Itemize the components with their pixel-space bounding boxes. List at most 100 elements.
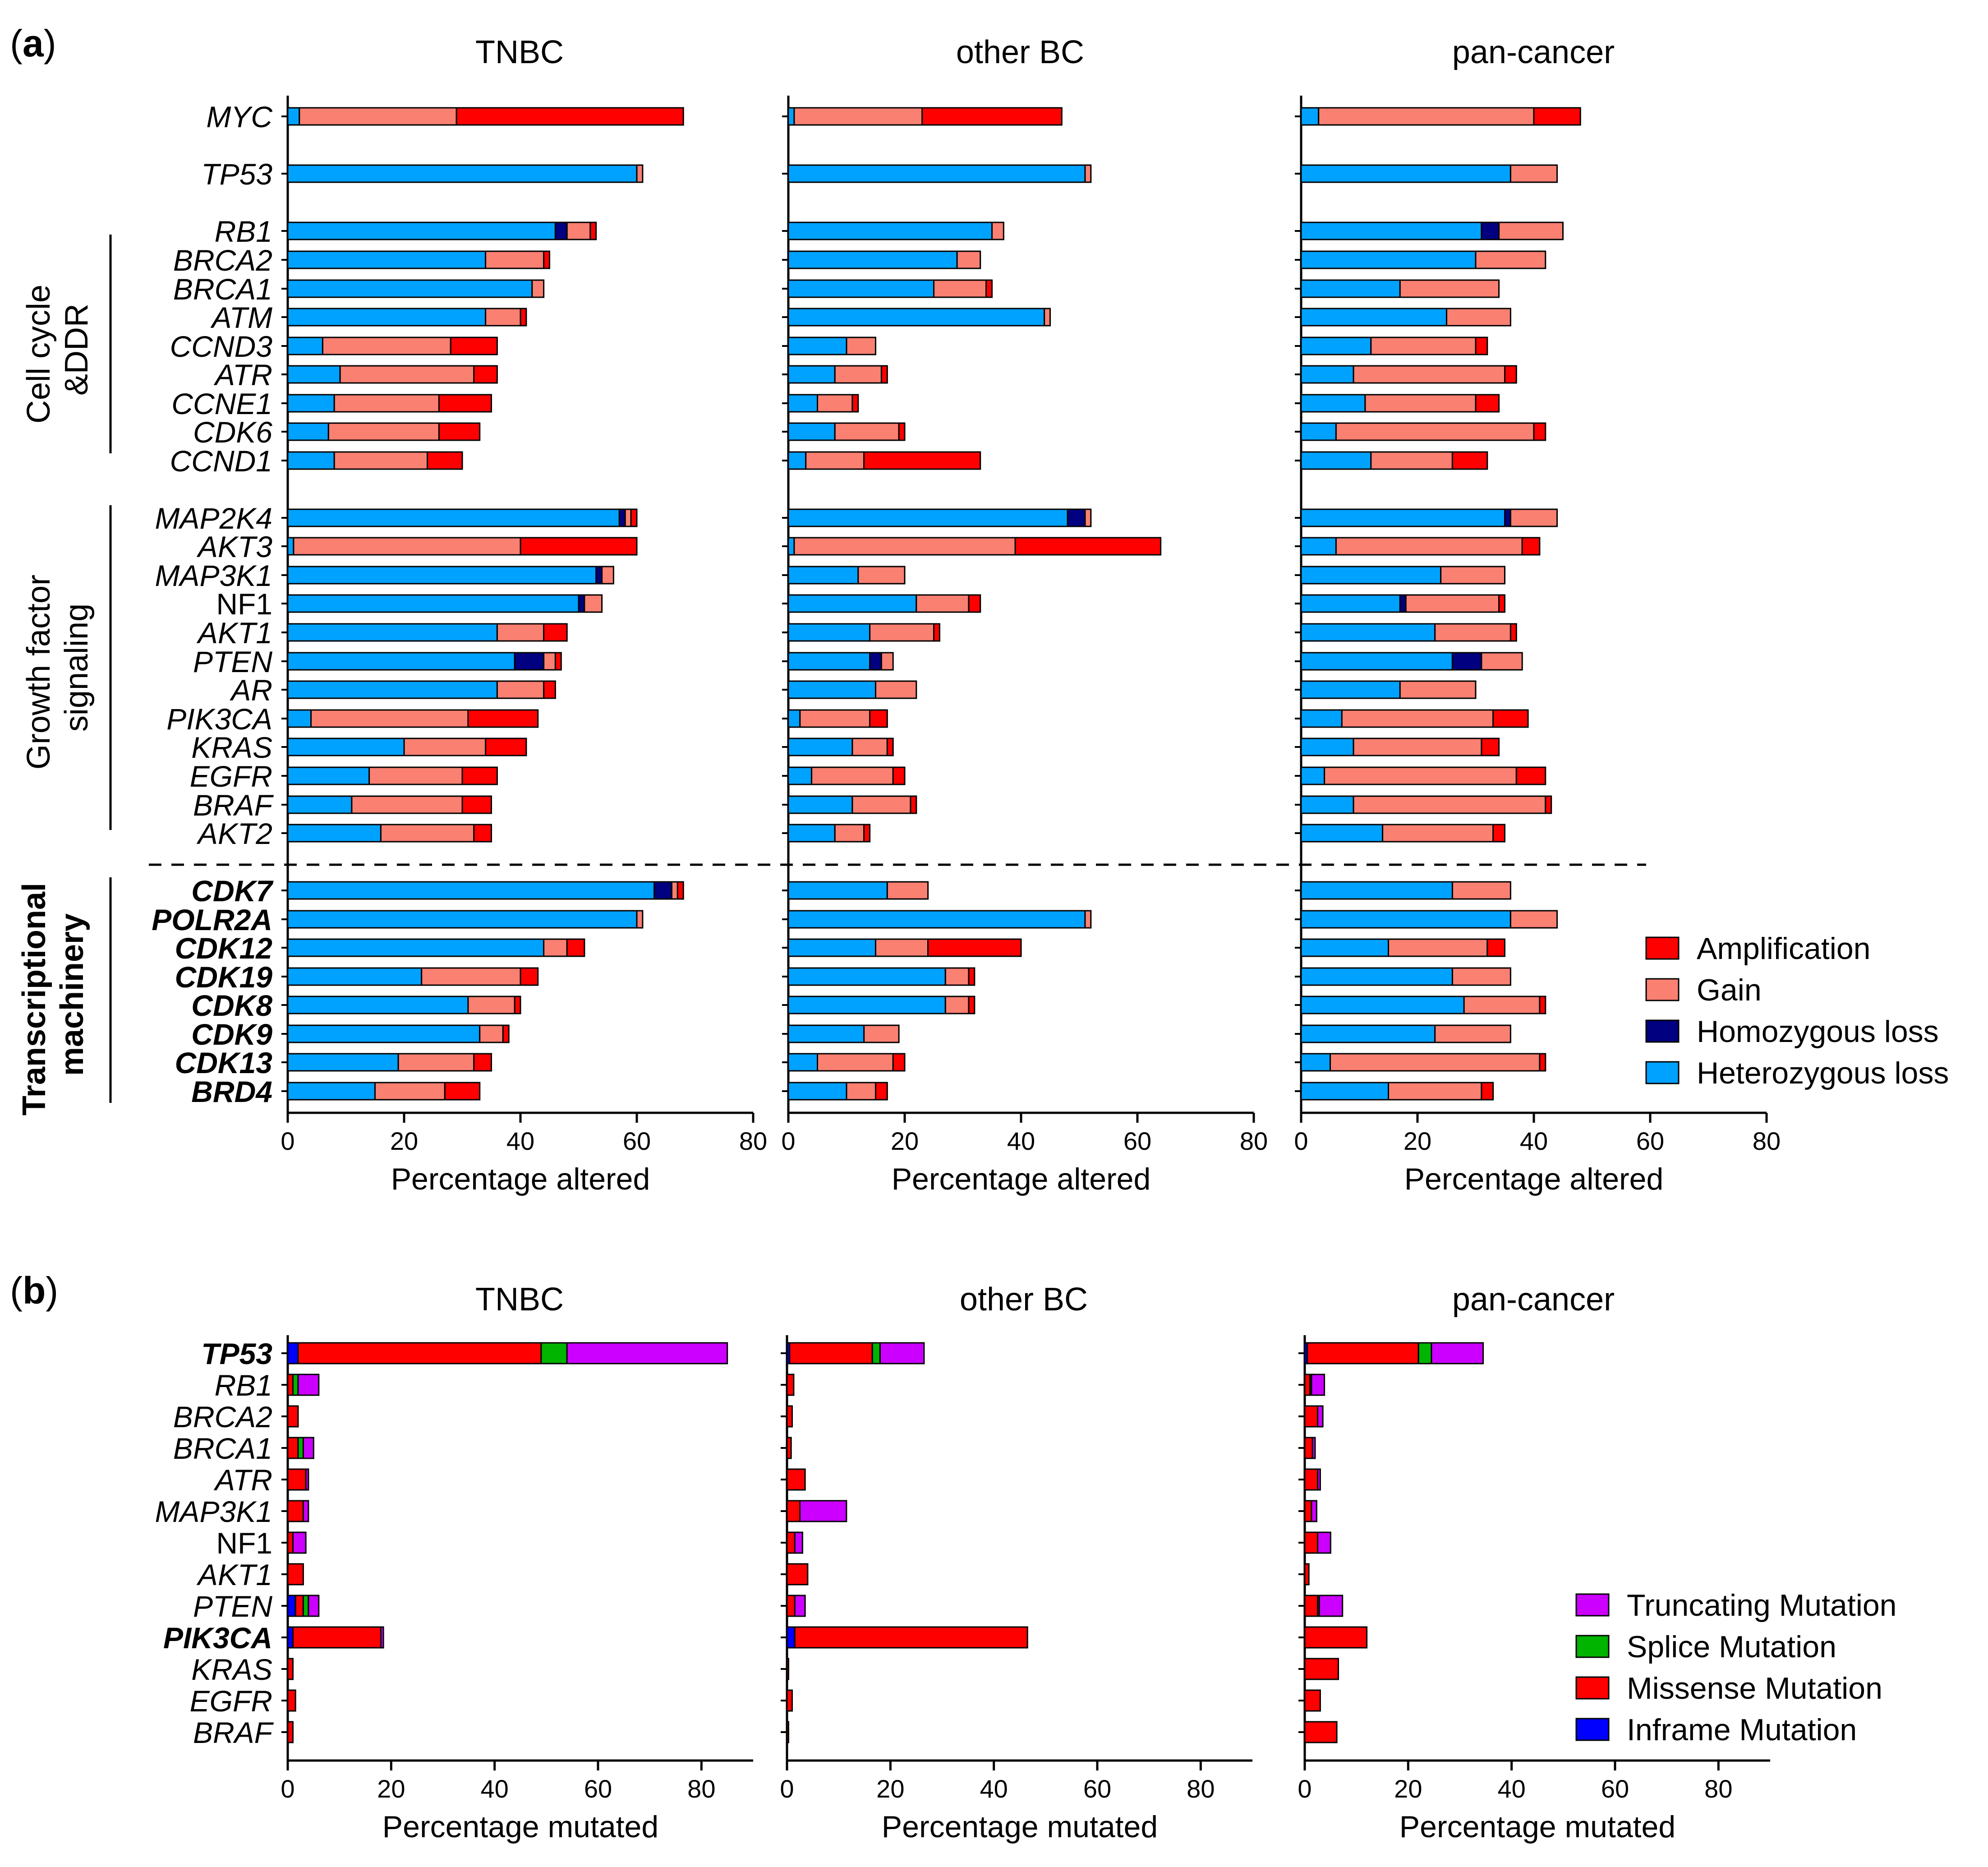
- bar-segment-missense: [786, 1374, 795, 1396]
- bar-segment-amplification: [473, 824, 492, 843]
- bar-ccne1: [1300, 394, 1500, 413]
- bar-segment-splice: [540, 1342, 568, 1365]
- bar-segment-gain: [834, 422, 900, 441]
- gene-label-brca2: BRCA2: [173, 1400, 272, 1434]
- bar-akt2: [1300, 824, 1505, 843]
- bar-segment-gain: [944, 996, 970, 1014]
- bar-atr: [787, 365, 888, 384]
- bar-atm: [1300, 308, 1511, 327]
- legend-label: Homozygous loss: [1697, 1014, 1939, 1049]
- bar-segment-gain: [1434, 1024, 1511, 1043]
- bar-ccnd3: [1300, 337, 1488, 355]
- x-tick-label: 80: [1240, 1127, 1268, 1155]
- bar-segment-heterozygous-loss: [287, 308, 487, 327]
- gene-label-pik3ca: PIK3CA: [166, 702, 272, 736]
- bar-segment-gain: [1370, 451, 1453, 470]
- bar-segment-amplification: [502, 1024, 510, 1043]
- x-tick-label: 40: [506, 1127, 534, 1155]
- bar-segment-amplification: [968, 967, 976, 986]
- legend-swatch: [1645, 1019, 1680, 1043]
- bar-segment-gain: [327, 422, 440, 441]
- gene-label-akt2: AKT2: [196, 817, 272, 850]
- gene-label-akt3: AKT3: [196, 530, 272, 563]
- bar-segment-gain: [1330, 1053, 1541, 1072]
- bar-akt1: [287, 1563, 304, 1586]
- gene-label-polr2a: POLR2A: [152, 903, 272, 936]
- panel-b-title-other-bc: other BC: [960, 1282, 1088, 1318]
- bar-segment-heterozygous-loss: [787, 164, 1086, 183]
- bar-segment-heterozygous-loss: [1300, 881, 1453, 900]
- bar-segment-missense: [794, 1626, 1028, 1649]
- legend-item-homozygous-loss: Homozygous loss: [1645, 1014, 1939, 1049]
- bar-segment-missense: [786, 1595, 796, 1617]
- x-axis-label: Percentage mutated: [1399, 1810, 1675, 1844]
- gene-label-egfr: EGFR: [190, 1684, 272, 1718]
- bar-segment-heterozygous-loss: [787, 566, 859, 585]
- bar-cdk13: [1300, 1053, 1546, 1072]
- bar-segment-heterozygous-loss: [1300, 537, 1337, 556]
- gene-label-brca1: BRCA1: [173, 272, 272, 306]
- bar-segment-missense: [1304, 1374, 1311, 1396]
- bar-myc: [1300, 107, 1581, 126]
- bar-pik3ca: [1300, 709, 1529, 728]
- bar-segment-heterozygous-loss: [1300, 766, 1325, 785]
- bar-akt3: [287, 537, 638, 556]
- bar-segment-missense: [287, 1468, 307, 1491]
- bar-akt3: [787, 537, 1162, 556]
- bar-segment-truncating: [305, 1468, 309, 1491]
- bar-segment-heterozygous-loss: [287, 337, 323, 355]
- bar-egfr: [1300, 766, 1546, 785]
- bar-segment-amplification: [927, 938, 1022, 957]
- legend-swatch: [1575, 1593, 1610, 1617]
- growth-factor-label-line2: signaling: [59, 604, 95, 732]
- bar-segment-homozygous-loss: [578, 594, 585, 613]
- bar-pten: [1300, 652, 1523, 671]
- bar-segment-gain: [374, 1082, 446, 1101]
- bar-segment-heterozygous-loss: [287, 221, 556, 240]
- bar-segment-homozygous-loss: [595, 566, 603, 585]
- bar-brca2: [787, 250, 981, 269]
- bar-segment-missense: [786, 1721, 789, 1743]
- bar-segment-amplification: [875, 1082, 888, 1101]
- bar-segment-heterozygous-loss: [287, 508, 620, 527]
- gene-label-map3k1: MAP3K1: [155, 1495, 272, 1528]
- bar-segment-missense: [295, 1595, 304, 1617]
- bar-segment-amplification: [461, 766, 498, 785]
- gene-label-rb1: RB1: [215, 215, 272, 248]
- bar-segment-heterozygous-loss: [1300, 279, 1401, 298]
- bar-segment-amplification: [863, 451, 981, 470]
- x-tick-label: 0: [1294, 1127, 1308, 1155]
- bar-segment-gain: [624, 508, 632, 527]
- x-tick-label: 20: [390, 1127, 418, 1155]
- bar-cdk7: [287, 881, 684, 900]
- gene-label-ccnd3: CCND3: [170, 330, 273, 363]
- bar-segment-gain: [811, 766, 894, 785]
- bar-segment-missense: [287, 1721, 294, 1743]
- bar-braf: [1304, 1721, 1338, 1743]
- bar-segment-missense: [786, 1531, 796, 1554]
- bar-segment-missense: [1304, 1595, 1319, 1617]
- bar-segment-gain: [875, 680, 917, 699]
- bar-segment-missense: [786, 1563, 809, 1586]
- bar-map3k1: [787, 566, 906, 585]
- bar-segment-heterozygous-loss: [787, 107, 795, 126]
- panel-b-title-pan-cancer: pan-cancer: [1452, 1282, 1615, 1318]
- bar-segment-missense: [287, 1531, 294, 1554]
- bar-segment-homozygous-loss: [1504, 508, 1511, 527]
- bar-map3k1: [287, 1500, 309, 1522]
- bar-segment-missense: [287, 1500, 304, 1522]
- x-tick-label: 60: [623, 1127, 651, 1155]
- bar-segment-amplification: [1492, 824, 1505, 843]
- bar-segment-amplification: [589, 221, 597, 240]
- bar-kras: [287, 738, 527, 756]
- bar-segment-gain: [933, 279, 987, 298]
- bar-segment-truncating: [308, 1595, 320, 1617]
- gene-label-atm: ATM: [210, 301, 272, 334]
- bar-segment-gain: [1388, 1082, 1482, 1101]
- bar-map2k4: [287, 508, 638, 527]
- bar-segment-amplification: [676, 881, 684, 900]
- bar-segment-missense: [1304, 1468, 1319, 1491]
- legend-item-amplification: Amplification: [1645, 931, 1871, 966]
- chart-b-pan-cancer: 0 20 40 60 80 Percentage mutated: [1298, 1335, 1770, 1844]
- gene-label-brca1: BRCA1: [173, 1432, 272, 1465]
